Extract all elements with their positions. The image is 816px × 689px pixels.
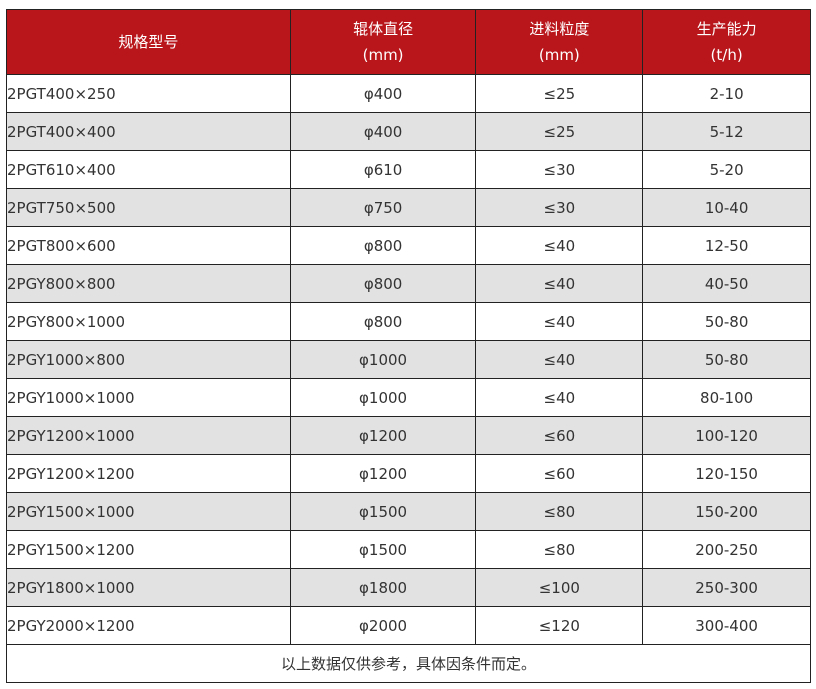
cell-feed-size: ≤100 <box>475 568 644 607</box>
cell-feed-size: ≤120 <box>475 606 644 645</box>
header-unit: (mm) <box>538 46 580 64</box>
table-row: 2PGY800×1000 φ800 ≤40 50-80 <box>6 302 811 341</box>
cell-capacity: 40-50 <box>642 264 811 303</box>
cell-roller-diameter: φ800 <box>289 264 477 303</box>
cell-feed-size: ≤30 <box>475 188 644 227</box>
cell-capacity: 50-80 <box>642 340 811 379</box>
cell-feed-size: ≤40 <box>475 302 644 341</box>
cell-roller-diameter: φ1200 <box>289 454 477 493</box>
cell-roller-diameter: φ400 <box>289 112 477 151</box>
cell-feed-size: ≤60 <box>475 454 644 493</box>
table-row: 2PGT400×400 φ400 ≤25 5-12 <box>6 112 811 151</box>
cell-capacity: 80-100 <box>642 378 811 417</box>
cell-model: 2PGT800×600 <box>6 226 291 265</box>
cell-roller-diameter: φ1500 <box>289 530 477 569</box>
table-row: 2PGY800×800 φ800 ≤40 40-50 <box>6 264 811 303</box>
cell-feed-size: ≤30 <box>475 150 644 189</box>
cell-capacity: 200-250 <box>642 530 811 569</box>
cell-roller-diameter: φ1200 <box>289 416 477 455</box>
header-model: 规格型号 <box>6 9 291 75</box>
cell-model: 2PGT400×250 <box>6 74 291 113</box>
table-row: 2PGT800×600 φ800 ≤40 12-50 <box>6 226 811 265</box>
footer-note: 以上数据仅供参考，具体因条件而定。 <box>6 644 811 683</box>
table-row: 2PGT750×500 φ750 ≤30 10-40 <box>6 188 811 227</box>
spec-table: 规格型号 辊体直径 (mm) 进料粒度 (mm) 生产能力 (t/h) 2PGT400… <box>6 9 811 683</box>
cell-capacity: 2-10 <box>642 74 811 113</box>
header-row: 规格型号 辊体直径 (mm) 进料粒度 (mm) 生产能力 (t/h) <box>6 9 811 75</box>
cell-feed-size: ≤40 <box>475 264 644 303</box>
cell-feed-size: ≤40 <box>475 226 644 265</box>
header-unit: (mm) <box>362 46 404 64</box>
cell-capacity: 50-80 <box>642 302 811 341</box>
cell-model: 2PGT610×400 <box>6 150 291 189</box>
cell-roller-diameter: φ400 <box>289 74 477 113</box>
table-row: 2PGY1500×1000 φ1500 ≤80 150-200 <box>6 492 811 531</box>
header-unit: (t/h) <box>710 46 743 64</box>
cell-feed-size: ≤25 <box>475 112 644 151</box>
cell-roller-diameter: φ1000 <box>289 378 477 417</box>
cell-feed-size: ≤40 <box>475 340 644 379</box>
header-feed-size: 进料粒度 (mm) <box>475 9 644 75</box>
cell-feed-size: ≤40 <box>475 378 644 417</box>
cell-feed-size: ≤25 <box>475 74 644 113</box>
cell-roller-diameter: φ1000 <box>289 340 477 379</box>
cell-capacity: 300-400 <box>642 606 811 645</box>
table-row: 2PGY1200×1000 φ1200 ≤60 100-120 <box>6 416 811 455</box>
cell-model: 2PGY1500×1200 <box>6 530 291 569</box>
cell-feed-size: ≤80 <box>475 492 644 531</box>
header-label: 进料粒度 <box>529 20 590 38</box>
header-roller-diameter: 辊体直径 (mm) <box>289 9 477 75</box>
table-row: 2PGT400×250 φ400 ≤25 2-10 <box>6 74 811 113</box>
cell-capacity: 100-120 <box>642 416 811 455</box>
table-row: 2PGY2000×1200 φ2000 ≤120 300-400 <box>6 606 811 645</box>
cell-roller-diameter: φ2000 <box>289 606 477 645</box>
cell-capacity: 5-12 <box>642 112 811 151</box>
header-label: 生产能力 <box>696 20 757 38</box>
cell-capacity: 120-150 <box>642 454 811 493</box>
cell-model: 2PGY800×800 <box>6 264 291 303</box>
cell-model: 2PGY1000×800 <box>6 340 291 379</box>
cell-model: 2PGY1200×1200 <box>6 454 291 493</box>
cell-model: 2PGY1000×1000 <box>6 378 291 417</box>
cell-capacity: 5-20 <box>642 150 811 189</box>
cell-model: 2PGY1500×1000 <box>6 492 291 531</box>
table-row: 2PGY1500×1200 φ1500 ≤80 200-250 <box>6 530 811 569</box>
cell-model: 2PGT400×400 <box>6 112 291 151</box>
table-row: 2PGT610×400 φ610 ≤30 5-20 <box>6 150 811 189</box>
table-row: 2PGY1000×800 φ1000 ≤40 50-80 <box>6 340 811 379</box>
cell-model: 2PGY800×1000 <box>6 302 291 341</box>
cell-roller-diameter: φ800 <box>289 302 477 341</box>
cell-feed-size: ≤60 <box>475 416 644 455</box>
cell-model: 2PGY1200×1000 <box>6 416 291 455</box>
cell-roller-diameter: φ800 <box>289 226 477 265</box>
cell-model: 2PGT750×500 <box>6 188 291 227</box>
cell-model: 2PGY2000×1200 <box>6 606 291 645</box>
cell-roller-diameter: φ1800 <box>289 568 477 607</box>
cell-feed-size: ≤80 <box>475 530 644 569</box>
cell-capacity: 12-50 <box>642 226 811 265</box>
cell-roller-diameter: φ1500 <box>289 492 477 531</box>
cell-model: 2PGY1800×1000 <box>6 568 291 607</box>
cell-roller-diameter: φ750 <box>289 188 477 227</box>
cell-capacity: 250-300 <box>642 568 811 607</box>
cell-capacity: 150-200 <box>642 492 811 531</box>
cell-capacity: 10-40 <box>642 188 811 227</box>
table-row: 2PGY1200×1200 φ1200 ≤60 120-150 <box>6 454 811 493</box>
header-capacity: 生产能力 (t/h) <box>642 9 811 75</box>
table-row: 2PGY1000×1000 φ1000 ≤40 80-100 <box>6 378 811 417</box>
header-label: 辊体直径 <box>353 20 414 38</box>
cell-roller-diameter: φ610 <box>289 150 477 189</box>
table-row: 2PGY1800×1000 φ1800 ≤100 250-300 <box>6 568 811 607</box>
